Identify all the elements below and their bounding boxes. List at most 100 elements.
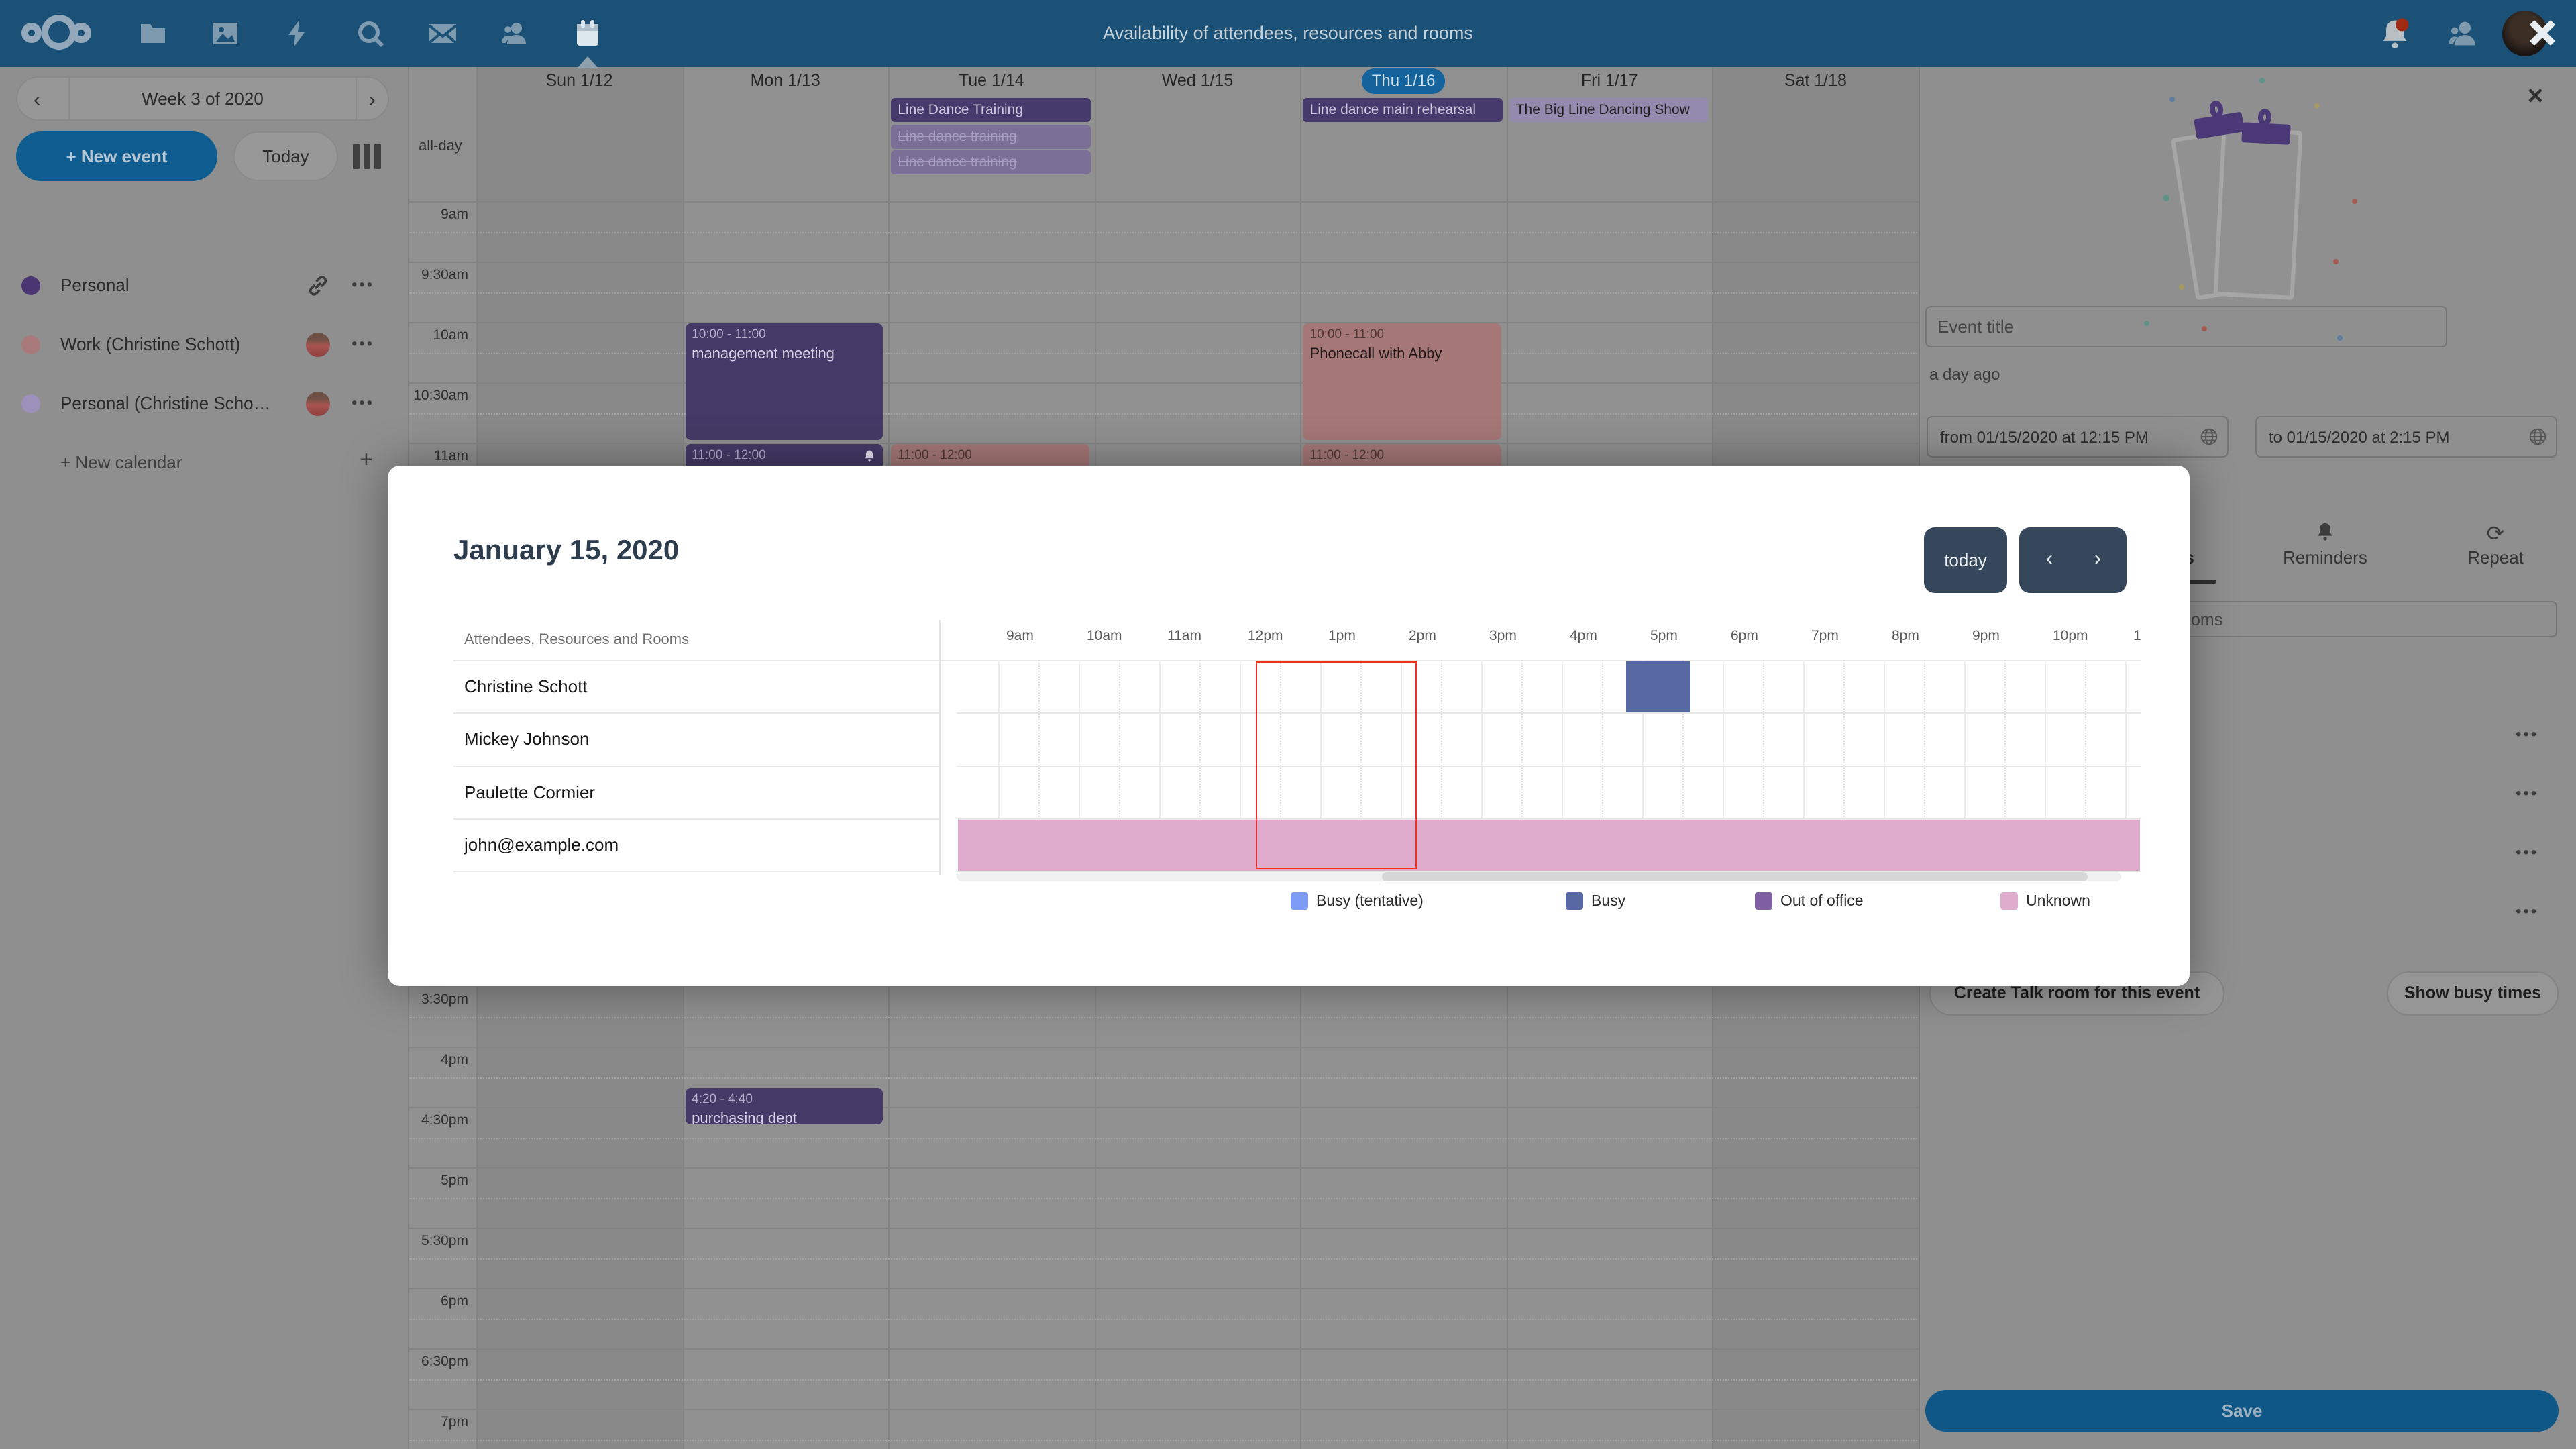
calendar-event[interactable]: 10:00 - 11:00 Phonecall with Abby (1303, 323, 1501, 440)
last-modified-label: a day ago (1929, 365, 2000, 384)
nextcloud-logo-icon[interactable] (21, 15, 91, 52)
time-label: 10am (433, 327, 468, 343)
show-busy-times-button[interactable]: Show busy times (2387, 971, 2559, 1016)
day-header[interactable]: Wed 1/15 (1161, 71, 1234, 90)
activity-app-icon[interactable] (282, 17, 314, 50)
calendar-app-icon[interactable] (572, 17, 604, 50)
half-hour-line (409, 1409, 1920, 1410)
time-label: 3:30pm (421, 991, 468, 1008)
hour-tick-label: 1pm (1328, 628, 1356, 644)
hour-tick-label: 10pm (2053, 628, 2088, 644)
all-day-event[interactable]: Line Dance Training (891, 98, 1091, 122)
timeline-scrollbar-thumb[interactable] (1382, 872, 2088, 881)
calendar-menu-button[interactable]: ••• (352, 275, 375, 294)
attendees-column-header: Attendees, Resources and Rooms (464, 632, 690, 648)
calendar-name: Personal (Christine Scho… (60, 393, 271, 413)
calendar-menu-button[interactable]: ••• (352, 334, 375, 353)
day-header[interactable]: Sat 1/18 (1784, 71, 1847, 90)
event-time: 10:00 - 11:00 (692, 327, 766, 342)
timezone-globe-icon[interactable] (2199, 427, 2219, 447)
availability-block-unknown (958, 819, 2140, 870)
today-button[interactable]: Today (233, 131, 338, 181)
mail-app-icon[interactable] (427, 17, 459, 50)
calendar-menu-button[interactable]: ••• (352, 393, 375, 412)
new-calendar-item[interactable]: + New calendar + (0, 440, 409, 486)
sidebar-calendar-item[interactable]: Personal ••• (0, 263, 409, 309)
close-cursor-icon (2528, 19, 2557, 46)
share-link-icon[interactable] (306, 274, 330, 298)
quarter-hour-line (409, 1016, 1920, 1018)
day-header-today[interactable]: Thu 1/16 (1362, 68, 1446, 94)
next-week-icon[interactable]: › (369, 89, 376, 111)
plus-icon[interactable]: + (360, 447, 373, 472)
tab-repeat-label: Repeat (2467, 547, 2524, 568)
modal-date-title: January 15, 2020 (453, 535, 680, 566)
selected-time-range[interactable] (1256, 661, 1417, 869)
calendar-event[interactable]: 4:20 - 4:40 purchasing dept (685, 1087, 883, 1125)
timezone-globe-icon[interactable] (2528, 427, 2548, 447)
half-hour-line (409, 382, 1920, 384)
attendee-menu-button[interactable]: ••• (2516, 724, 2539, 743)
day-header[interactable]: Mon 1/13 (750, 71, 820, 90)
day-header[interactable]: Tue 1/14 (958, 71, 1024, 90)
tab-repeat[interactable]: ⟳ Repeat (2442, 521, 2549, 568)
divider (68, 78, 70, 119)
attendee-menu-button[interactable]: ••• (2516, 784, 2539, 802)
attendee-menu-button[interactable]: ••• (2516, 843, 2539, 861)
tab-reminders[interactable]: Reminders (2258, 521, 2392, 568)
all-day-event[interactable]: The Big Line Dancing Show (1509, 98, 1709, 122)
week-switcher[interactable]: ‹ Week 3 of 2020 › (16, 76, 389, 121)
top-bar: Availability of attendees, resources and… (0, 0, 2576, 68)
half-hour-line (409, 443, 1920, 444)
legend-label: Busy (1591, 894, 1626, 910)
hour-tick-label: 4pm (1570, 628, 1597, 644)
all-day-event[interactable]: Line dance main rehearsal (1303, 98, 1503, 122)
bell-icon (2258, 521, 2392, 545)
sidebar-calendar-item[interactable]: Personal (Christine Scho… ••• (0, 381, 409, 427)
active-app-caret (577, 56, 598, 68)
hour-tick-label: 9pm (1972, 628, 2000, 644)
time-label: 4pm (441, 1052, 468, 1068)
sidebar-calendar-item[interactable]: Work (Christine Schott) ••• (0, 322, 409, 368)
calendar-event[interactable]: 10:00 - 11:00 management meeting (685, 323, 883, 440)
all-day-event[interactable]: Line dance training (891, 150, 1091, 174)
event-title-input[interactable] (1925, 306, 2447, 347)
end-datetime-field[interactable]: to 01/15/2020 at 2:15 PM (2255, 416, 2557, 458)
calendar-name: Personal (60, 275, 129, 295)
grid-row-divider (957, 818, 2141, 820)
contacts-app-icon[interactable] (499, 17, 531, 50)
day-header[interactable]: Sun 1/12 (545, 71, 613, 90)
grid-bottom-divider (957, 871, 2141, 872)
legend-label: Out of office (1780, 894, 1864, 910)
event-title: Phonecall with Abby (1309, 345, 1442, 362)
search-app-icon[interactable] (354, 17, 386, 50)
view-toggle-icon[interactable] (353, 144, 382, 169)
calendar-color-dot (21, 335, 40, 354)
previous-week-icon[interactable]: ‹ (34, 89, 40, 111)
save-button[interactable]: Save (1925, 1390, 2559, 1432)
close-panel-icon[interactable]: ✕ (2526, 86, 2544, 109)
previous-day-icon[interactable]: ‹ (2046, 547, 2053, 570)
new-event-button[interactable]: + New event (16, 131, 217, 181)
legend-label: Busy (tentative) (1316, 894, 1424, 910)
quarter-hour-line (409, 1318, 1920, 1320)
time-label: 5:30pm (421, 1233, 468, 1249)
modal-today-button[interactable]: today (1924, 527, 2007, 593)
attendee-menu-button[interactable]: ••• (2516, 902, 2539, 920)
start-datetime-field[interactable]: from 01/15/2020 at 12:15 PM (1927, 416, 2229, 458)
day-header[interactable]: Fri 1/17 (1580, 71, 1638, 90)
hour-tick-label: 7pm (1811, 628, 1839, 644)
quarter-hour-line (409, 1077, 1920, 1078)
contacts-menu-icon[interactable] (2445, 16, 2479, 51)
time-label: 4:30pm (421, 1112, 468, 1128)
legend-swatch (2000, 892, 2018, 910)
files-app-icon[interactable] (137, 17, 169, 50)
all-day-event[interactable]: Line dance training (891, 124, 1091, 148)
attendee-name: Paulette Cormier (464, 782, 596, 802)
photos-app-icon[interactable] (209, 17, 241, 50)
notifications-bell-icon[interactable] (2377, 16, 2412, 51)
new-calendar-label: + New calendar (60, 452, 182, 472)
next-day-icon[interactable]: › (2094, 547, 2101, 570)
availability-timeline[interactable]: 9am 10am 11am 12pm 1pm 2pm 3pm 4pm 5pm 6pm 7pm 8pm 9… (957, 620, 2141, 881)
attendee-name: Christine Schott (464, 676, 588, 696)
